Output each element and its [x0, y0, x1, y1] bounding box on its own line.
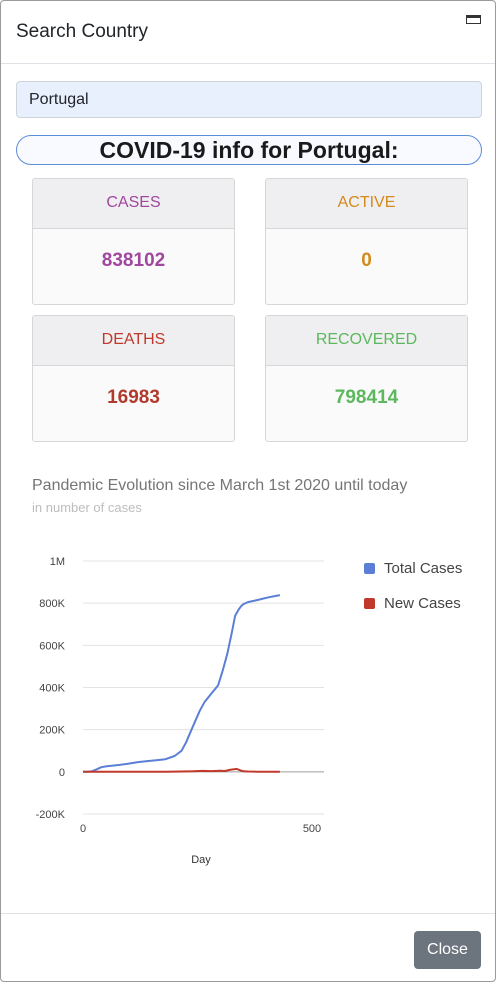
recovered-label: RECOVERED [266, 316, 467, 366]
y-tick-label: 0 [59, 767, 65, 779]
modal-footer: Close [1, 913, 495, 981]
y-tick-label: 1M [50, 556, 65, 568]
y-tick-label: 800K [39, 598, 65, 610]
legend-label: Total Cases [384, 560, 462, 577]
y-tick-label: 200K [39, 725, 65, 737]
close-button[interactable]: Close [414, 931, 481, 969]
series-line-new-cases [82, 767, 280, 773]
chart-subtitle: in number of cases [32, 500, 142, 515]
legend-swatch [364, 598, 375, 609]
chart-title: Pandemic Evolution since March 1st 2020 … [32, 477, 408, 494]
deaths-card: DEATHS 16983 [32, 315, 235, 442]
cases-label: CASES [33, 179, 234, 229]
country-info-title: COVID-19 info for Portugal: [16, 135, 482, 165]
cases-value: 838102 [101, 250, 166, 271]
x-tick-label: 0 [80, 823, 86, 835]
legend-label: New Cases [384, 595, 461, 612]
active-card: ACTIVE 0 [265, 178, 468, 305]
cases-card: CASES 838102 [32, 178, 235, 305]
recovered-value: 798414 [334, 387, 399, 408]
modal-title: Search Country [16, 21, 149, 42]
y-tick-label: -200K [36, 809, 66, 821]
deaths-value: 16983 [107, 387, 160, 408]
x-tick-label: 500 [303, 823, 321, 835]
deaths-label: DEATHS [33, 316, 234, 366]
minimize-icon[interactable] [466, 15, 481, 24]
active-value: 0 [361, 250, 372, 271]
legend-swatch [364, 563, 375, 574]
country-search-input[interactable] [16, 81, 482, 118]
recovered-card: RECOVERED 798414 [265, 315, 468, 442]
modal-header: Search Country [1, 1, 495, 64]
series-line-total-cases [83, 594, 281, 773]
y-tick-label: 600K [39, 640, 65, 652]
active-label: ACTIVE [266, 179, 467, 229]
pandemic-evolution-chart: -200K 0 200K 400K 600K 800K 1M 0 500 Day Total Cas… [36, 556, 463, 866]
x-axis-label: Day [191, 854, 211, 866]
y-tick-label: 400K [39, 683, 65, 695]
